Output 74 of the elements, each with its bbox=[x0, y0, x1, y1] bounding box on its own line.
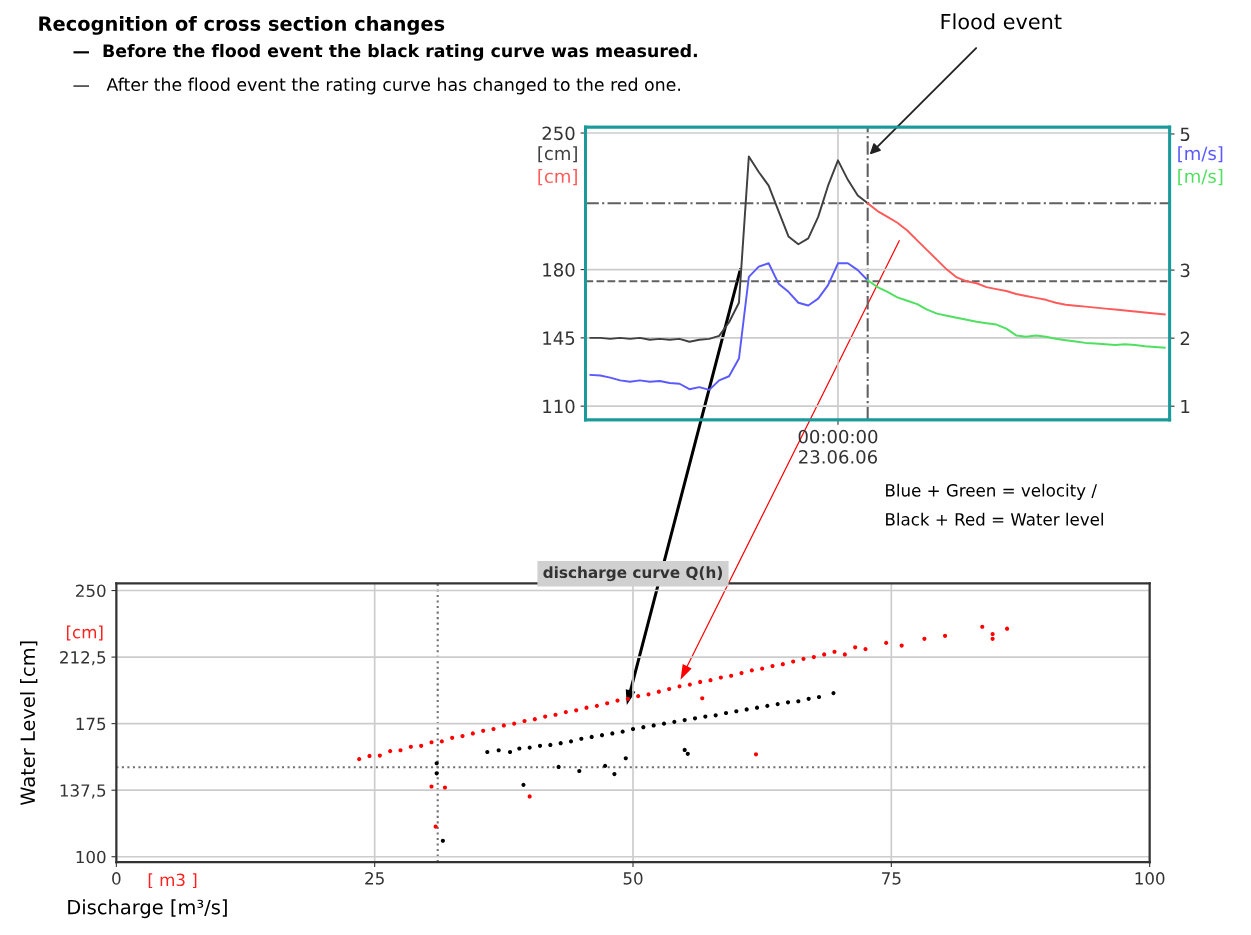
y2-tick-label: 1 bbox=[1181, 399, 1190, 414]
point bbox=[610, 731, 615, 736]
point bbox=[754, 705, 760, 710]
text: Flood event bbox=[941, 13, 1062, 30]
point bbox=[485, 749, 490, 755]
text: Blue + Green = velocity / bbox=[886, 483, 1097, 500]
point bbox=[692, 716, 698, 721]
y-tick-label: 100 bbox=[76, 850, 106, 864]
point bbox=[785, 700, 791, 705]
line-series bbox=[589, 262, 869, 391]
point bbox=[589, 734, 594, 740]
text: [cm] bbox=[538, 169, 577, 186]
text: [ m3 ] bbox=[148, 873, 197, 889]
x-axis-title: Discharge [m³/s] bbox=[68, 899, 227, 919]
x-tick-label: 0 bbox=[112, 872, 121, 885]
point bbox=[672, 719, 677, 724]
y-tick-label: 137,5 bbox=[60, 784, 106, 799]
point bbox=[806, 696, 811, 701]
point bbox=[507, 749, 513, 755]
y-axis-title: Water Level [cm] bbox=[20, 641, 38, 806]
text: — After the flood event the rating curve has changed to the red one. bbox=[73, 77, 680, 95]
line-series bbox=[866, 202, 1166, 316]
point bbox=[440, 838, 445, 843]
line-series bbox=[589, 155, 869, 343]
point bbox=[831, 691, 836, 696]
chart-title: discharge curve Q(h) bbox=[543, 566, 722, 582]
y-tick-label: 250 bbox=[542, 126, 575, 141]
y-tick-label: 145 bbox=[543, 331, 575, 345]
text: Recognition of cross section changes bbox=[39, 15, 445, 35]
point bbox=[623, 756, 628, 761]
line-series bbox=[866, 279, 1166, 349]
point bbox=[579, 736, 584, 741]
point bbox=[685, 751, 690, 756]
point bbox=[734, 709, 739, 714]
point bbox=[537, 743, 543, 748]
point bbox=[620, 729, 625, 734]
point bbox=[682, 747, 687, 752]
point bbox=[796, 699, 801, 704]
x-tick-label: 50 bbox=[623, 872, 643, 885]
point bbox=[548, 742, 553, 748]
point bbox=[682, 718, 687, 723]
y-tick-label: 250 bbox=[76, 584, 106, 598]
text: — Before the flood event the black rating curve was measured. bbox=[73, 43, 697, 61]
x-tick-label: 75 bbox=[882, 872, 901, 885]
x-tick-label: 25 bbox=[365, 872, 384, 885]
point bbox=[434, 771, 439, 776]
x-tick-label: 100 bbox=[1135, 872, 1165, 885]
point bbox=[521, 782, 526, 787]
text: Black + Red = Water level bbox=[886, 512, 1103, 526]
point bbox=[599, 733, 605, 738]
point bbox=[765, 703, 770, 708]
y-tick-label: 175 bbox=[76, 717, 106, 731]
y-tick-label: 212,5 bbox=[60, 651, 106, 666]
point bbox=[568, 739, 574, 744]
y2-tick-label: 5 bbox=[1180, 127, 1190, 142]
point bbox=[558, 741, 563, 746]
point bbox=[641, 725, 646, 730]
point bbox=[577, 768, 582, 774]
point bbox=[612, 771, 617, 777]
point bbox=[603, 763, 608, 768]
point bbox=[434, 761, 439, 766]
text: [m/s] bbox=[1178, 146, 1223, 163]
y2-tick-label: 2 bbox=[1180, 331, 1190, 345]
text: [m/s] bbox=[1178, 169, 1223, 186]
text: [cm] bbox=[66, 625, 103, 641]
y2-tick-label: 3 bbox=[1180, 263, 1190, 278]
y-tick-label: 180 bbox=[543, 263, 575, 277]
text: [cm] bbox=[538, 146, 577, 163]
y-tick-label: 110 bbox=[543, 399, 575, 414]
point bbox=[496, 748, 501, 753]
point bbox=[661, 721, 667, 726]
point bbox=[713, 713, 718, 718]
point bbox=[775, 702, 780, 707]
point bbox=[556, 764, 561, 770]
